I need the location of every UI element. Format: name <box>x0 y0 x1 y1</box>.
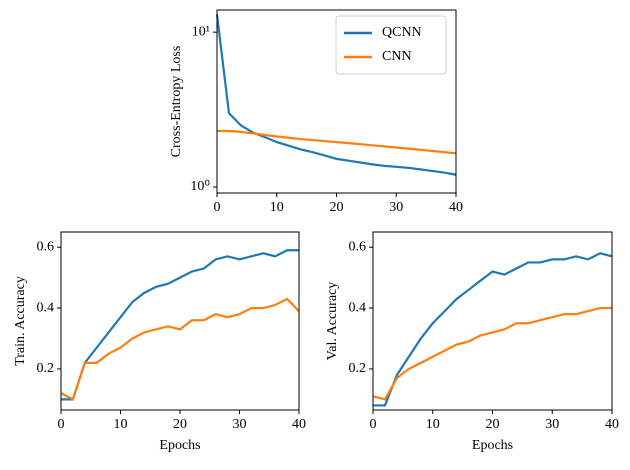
x-tick-label: 0 <box>370 417 377 432</box>
x-tick-label: 10 <box>426 417 440 432</box>
y-tick-label: 0.6 <box>349 239 367 254</box>
y-axis-label: Cross-Entropy Loss <box>169 46 184 158</box>
x-tick-label: 40 <box>605 417 619 432</box>
y-tick-label: 0.2 <box>37 361 55 376</box>
line <box>61 249 299 401</box>
x-tick-label: 40 <box>292 417 306 432</box>
x-axis-label: Epochs <box>159 438 200 453</box>
x-tick-label: 0 <box>214 200 221 215</box>
y-tick-label: 0.2 <box>349 361 367 376</box>
x-tick-label: 20 <box>173 417 187 432</box>
legend-label: CNN <box>382 49 412 64</box>
axes-frame <box>372 231 613 411</box>
line <box>373 252 613 407</box>
y-tick-label: 0.6 <box>37 239 55 254</box>
x-tick-label: 0 <box>58 417 65 432</box>
line <box>372 306 612 401</box>
y-tick-label: 0.4 <box>349 300 367 315</box>
legend-label: QCNN <box>382 25 422 40</box>
x-tick-label: 30 <box>233 417 247 432</box>
x-tick-label: 30 <box>545 417 559 432</box>
x-tick-label: 30 <box>389 200 403 215</box>
y-tick-label: 10¹ <box>192 24 210 39</box>
x-tick-label: 20 <box>330 200 344 215</box>
legend-box <box>335 15 447 75</box>
axes-frame <box>60 231 300 411</box>
x-tick-label: 20 <box>486 417 500 432</box>
y-tick-label: 0.4 <box>37 300 55 315</box>
x-tick-label: 40 <box>449 200 463 215</box>
y-axis-label: Train. Accuracy <box>13 276 28 366</box>
line <box>60 297 300 401</box>
x-tick-label: 10 <box>270 200 284 215</box>
x-tick-label: 10 <box>114 417 128 432</box>
y-tick-label: 10⁰ <box>190 179 210 194</box>
x-axis-label: Epochs <box>472 438 513 453</box>
line <box>217 129 457 155</box>
y-axis-label: Val. Accuracy <box>325 282 340 361</box>
